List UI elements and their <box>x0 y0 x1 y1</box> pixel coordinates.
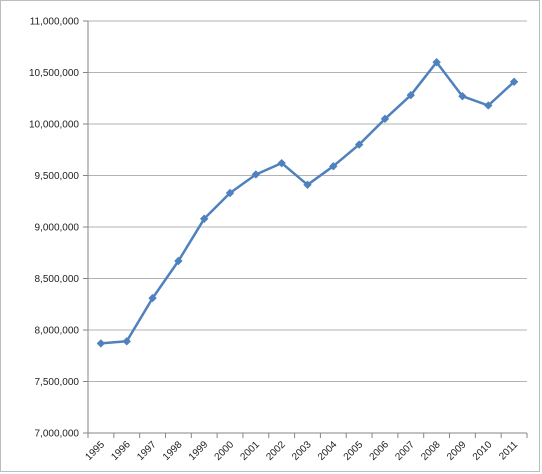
y-tick-label: 8,500,000 <box>35 274 80 285</box>
x-tick-label: 2001 <box>238 439 262 463</box>
x-tick-label: 2011 <box>497 439 520 462</box>
y-tick-label: 7,500,000 <box>35 377 80 388</box>
gridlines <box>88 20 527 434</box>
data-point-marker <box>303 180 312 189</box>
x-tick-label: 2004 <box>316 439 340 463</box>
x-tick-label: 1996 <box>109 439 133 463</box>
x-tick-label: 2009 <box>445 439 469 463</box>
data-point-marker <box>432 58 441 67</box>
x-tick-label: 1999 <box>187 439 211 463</box>
y-tick-label: 11,000,000 <box>30 17 80 28</box>
data-point-marker <box>458 91 467 101</box>
data-series <box>96 58 519 348</box>
x-axis-tick-labels: 1995 1996 1997 1998 1999 2000 2001 2002 2003 2004… <box>84 439 521 463</box>
data-point-marker <box>96 339 106 348</box>
axes <box>83 20 528 438</box>
data-point-marker <box>329 162 338 171</box>
x-tick-label: 2000 <box>213 439 237 463</box>
y-tick-label: 10,000,000 <box>29 120 79 131</box>
data-point-marker <box>354 140 364 149</box>
x-tick-label: 2008 <box>419 439 443 463</box>
x-tick-label: 2005 <box>342 439 366 463</box>
data-point-marker <box>406 90 415 100</box>
data-point-marker <box>251 170 261 179</box>
x-tick-label: 2010 <box>471 439 495 463</box>
data-point-marker <box>484 101 493 110</box>
y-axis-tick-labels: 7,000,000 7,500,000 8,000,000 8,500,000 9,00… <box>29 17 79 440</box>
data-point-marker <box>174 256 183 266</box>
data-point-marker <box>509 77 519 86</box>
data-point-marker <box>122 337 131 346</box>
y-tick-label: 9,000,000 <box>35 223 80 234</box>
data-point-marker <box>200 214 209 223</box>
x-tick-label: 1998 <box>161 439 185 463</box>
y-tick-label: 10,500,000 <box>29 68 79 79</box>
x-tick-label: 2006 <box>368 439 392 463</box>
data-point-marker <box>380 114 390 124</box>
x-tick-label: 2003 <box>290 439 314 463</box>
x-tick-label: 1995 <box>84 439 108 463</box>
x-tick-label: 1997 <box>135 439 159 463</box>
y-tick-label: 8,000,000 <box>35 326 80 337</box>
data-point-marker <box>148 293 157 303</box>
data-point-marker <box>277 158 286 168</box>
y-tick-label: 7,000,000 <box>35 429 80 440</box>
data-point-marker <box>225 188 235 198</box>
y-tick-label: 9,500,000 <box>35 171 80 182</box>
x-tick-label: 2002 <box>264 439 288 463</box>
x-tick-label: 2007 <box>393 439 417 463</box>
series-line <box>100 60 515 345</box>
